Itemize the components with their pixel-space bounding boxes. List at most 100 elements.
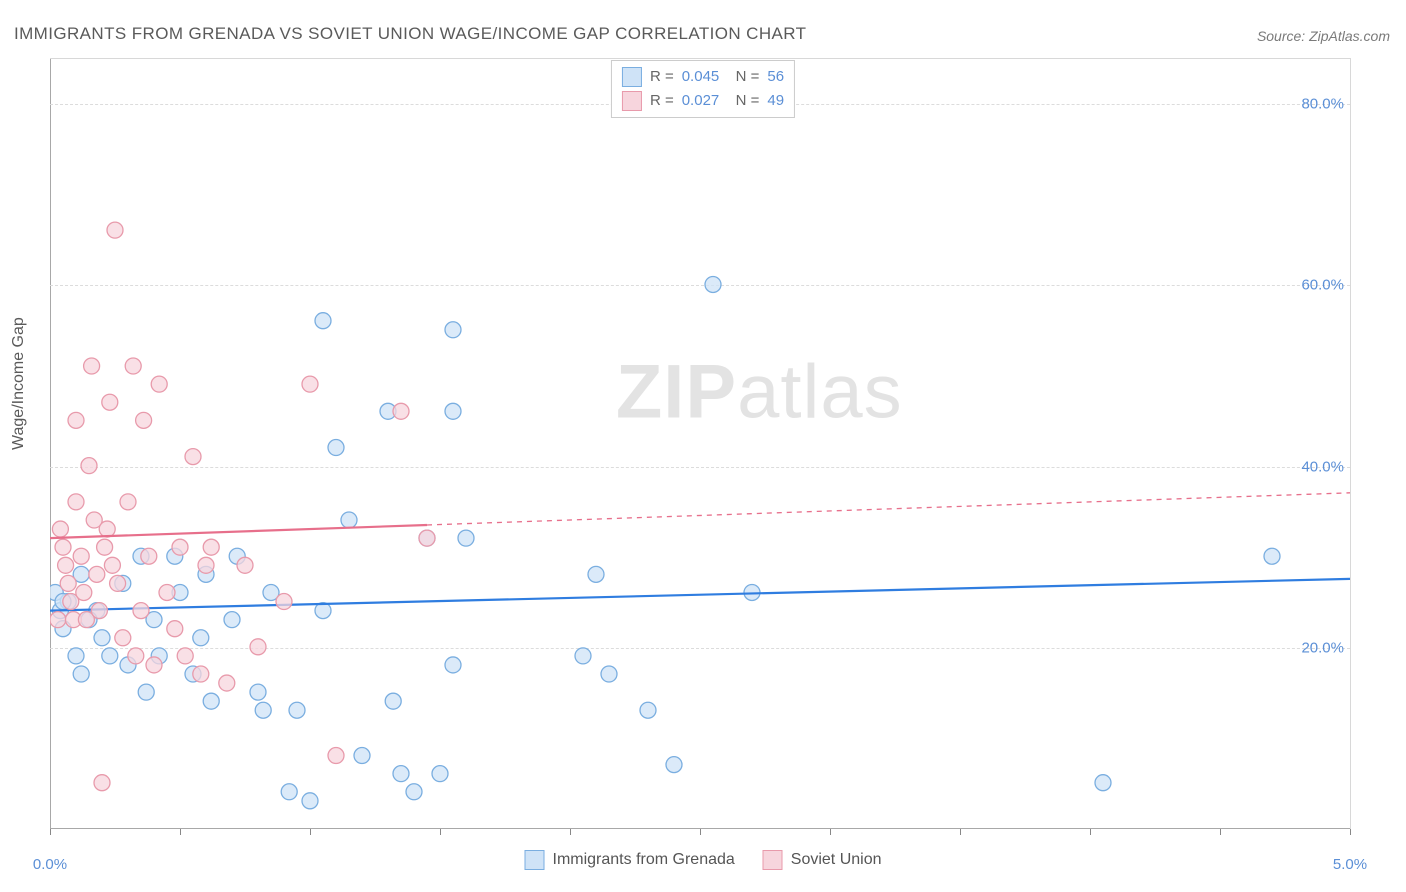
scatter-point <box>328 748 344 764</box>
source-label: Source: ZipAtlas.com <box>1257 28 1390 44</box>
scatter-point <box>89 566 105 582</box>
scatter-point <box>1264 548 1280 564</box>
scatter-point <box>110 575 126 591</box>
x-tick <box>830 829 831 835</box>
scatter-point <box>575 648 591 664</box>
legend-swatch <box>622 67 642 87</box>
chart-title: IMMIGRANTS FROM GRENADA VS SOVIET UNION … <box>14 24 806 44</box>
x-tick-label-max: 5.0% <box>1333 856 1367 873</box>
x-tick <box>1090 829 1091 835</box>
scatter-point <box>445 657 461 673</box>
scatter-point <box>640 702 656 718</box>
scatter-point <box>224 612 240 628</box>
scatter-point <box>91 603 107 619</box>
scatter-point <box>666 757 682 773</box>
trend-line-dashed <box>427 493 1350 525</box>
scatter-point <box>198 557 214 573</box>
x-tick <box>1350 829 1351 835</box>
legend-swatch <box>622 91 642 111</box>
scatter-point <box>193 630 209 646</box>
scatter-point <box>203 539 219 555</box>
scatter-point <box>393 403 409 419</box>
scatter-point <box>705 276 721 292</box>
scatter-point <box>84 358 100 374</box>
legend-r-label: R = <box>650 89 674 113</box>
legend-n-value: 56 <box>767 65 784 89</box>
scatter-point <box>68 648 84 664</box>
legend-stats-row: R = 0.027 N = 49 <box>622 89 784 113</box>
scatter-point <box>120 494 136 510</box>
scatter-point <box>104 557 120 573</box>
scatter-point <box>302 376 318 392</box>
scatter-point <box>588 566 604 582</box>
legend-item: Immigrants from Grenada <box>525 850 735 870</box>
y-axis-label: Wage/Income Gap <box>10 317 28 450</box>
scatter-point <box>81 458 97 474</box>
scatter-point <box>151 376 167 392</box>
scatter-point <box>68 494 84 510</box>
series-legend: Immigrants from Grenada Soviet Union <box>525 850 882 870</box>
legend-n-value: 49 <box>767 89 784 113</box>
scatter-point <box>601 666 617 682</box>
stats-legend: R = 0.045 N = 56R = 0.027 N = 49 <box>611 60 795 118</box>
scatter-point <box>432 766 448 782</box>
legend-r-value: 0.027 <box>682 89 720 113</box>
scatter-point <box>94 775 110 791</box>
scatter-point <box>458 530 474 546</box>
scatter-point <box>76 584 92 600</box>
legend-n-label: N = <box>727 65 759 89</box>
scatter-point <box>250 684 266 700</box>
scatter-point <box>68 412 84 428</box>
scatter-point <box>281 784 297 800</box>
scatter-point <box>167 621 183 637</box>
scatter-point <box>1095 775 1111 791</box>
x-tick <box>570 829 571 835</box>
scatter-point <box>276 594 292 610</box>
scatter-plot <box>50 58 1350 828</box>
scatter-point <box>315 313 331 329</box>
scatter-point <box>99 521 115 537</box>
scatter-point <box>73 666 89 682</box>
scatter-point <box>289 702 305 718</box>
scatter-point <box>50 612 66 628</box>
scatter-point <box>172 539 188 555</box>
scatter-point <box>406 784 422 800</box>
scatter-point <box>255 702 271 718</box>
scatter-point <box>128 648 144 664</box>
scatter-point <box>146 657 162 673</box>
scatter-point <box>107 222 123 238</box>
scatter-point <box>94 630 110 646</box>
scatter-point <box>55 539 71 555</box>
scatter-point <box>419 530 435 546</box>
scatter-point <box>219 675 235 691</box>
legend-swatch <box>763 850 783 870</box>
scatter-point <box>97 539 113 555</box>
scatter-point <box>60 575 76 591</box>
scatter-point <box>237 557 253 573</box>
scatter-point <box>115 630 131 646</box>
legend-label: Immigrants from Grenada <box>553 851 735 869</box>
scatter-point <box>102 648 118 664</box>
legend-label: Soviet Union <box>791 851 882 869</box>
x-tick <box>440 829 441 835</box>
legend-r-label: R = <box>650 65 674 89</box>
trend-line <box>50 579 1350 611</box>
x-tick <box>180 829 181 835</box>
scatter-point <box>341 512 357 528</box>
scatter-point <box>159 584 175 600</box>
legend-r-value: 0.045 <box>682 65 720 89</box>
legend-n-label: N = <box>727 89 759 113</box>
scatter-point <box>73 548 89 564</box>
scatter-point <box>393 766 409 782</box>
scatter-point <box>125 358 141 374</box>
x-tick <box>1220 829 1221 835</box>
scatter-point <box>102 394 118 410</box>
scatter-point <box>136 412 152 428</box>
scatter-point <box>193 666 209 682</box>
legend-stats-row: R = 0.045 N = 56 <box>622 65 784 89</box>
scatter-point <box>328 440 344 456</box>
legend-item: Soviet Union <box>763 850 882 870</box>
scatter-point <box>185 449 201 465</box>
legend-swatch <box>525 850 545 870</box>
scatter-point <box>203 693 219 709</box>
